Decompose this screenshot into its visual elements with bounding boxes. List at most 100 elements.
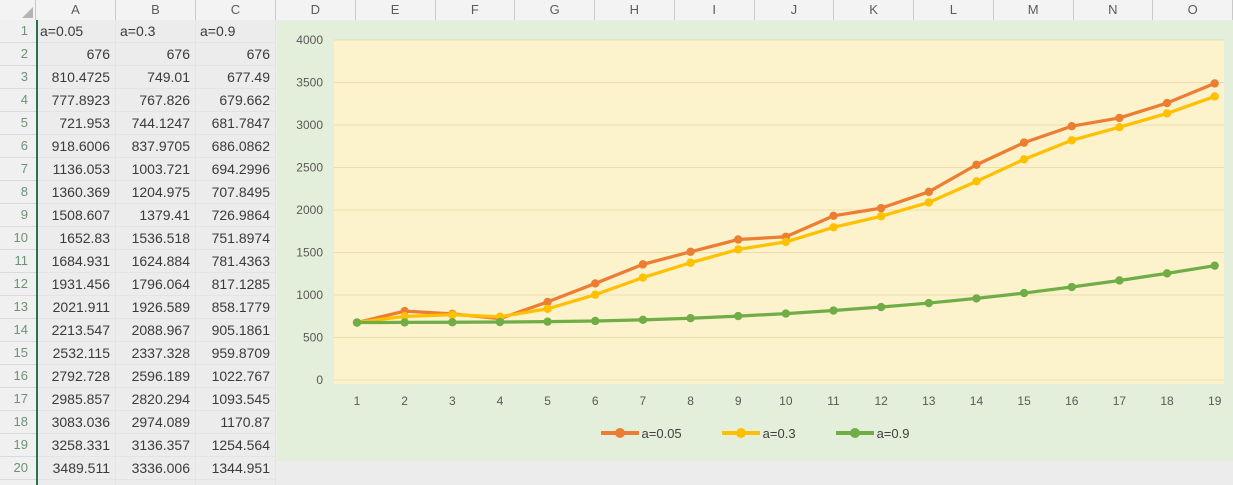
cell-B2[interactable]: 676 [116,43,196,66]
legend-item-a03[interactable]: a=0.3 [721,426,796,441]
column-header-J[interactable]: J [754,0,835,20]
row-header-7[interactable]: 7 [0,158,36,181]
cell-A21[interactable] [36,480,116,485]
cell-B14[interactable]: 2088.967 [116,319,196,342]
cell-C3[interactable]: 677.49 [196,66,276,89]
cell-B21[interactable] [116,480,196,485]
cell-A15[interactable]: 2532.115 [36,342,116,365]
row-header-12[interactable]: 12 [0,273,36,296]
column-header-D[interactable]: D [276,0,356,20]
column-header-C[interactable]: C [196,0,276,20]
cell-A7[interactable]: 1136.053 [36,158,116,181]
column-header-E[interactable]: E [355,0,436,20]
column-header-B[interactable]: B [116,0,196,20]
cell-C2[interactable]: 676 [196,43,276,66]
cell-C16[interactable]: 1022.767 [196,365,276,388]
cell-B10[interactable]: 1536.518 [116,227,196,250]
cell-C15[interactable]: 959.8709 [196,342,276,365]
cell-B7[interactable]: 1003.721 [116,158,196,181]
cell-B19[interactable]: 3136.357 [116,434,196,457]
cell-A12[interactable]: 1931.456 [36,273,116,296]
cell-C7[interactable]: 694.2996 [196,158,276,181]
row-header-20[interactable]: 20 [0,457,36,480]
row-header-13[interactable]: 13 [0,296,36,319]
cell-C13[interactable]: 858.1779 [196,296,276,319]
row-header-5[interactable]: 5 [0,112,36,135]
cell-A20[interactable]: 3489.511 [36,457,116,480]
cell-C8[interactable]: 707.8495 [196,181,276,204]
cell-C1[interactable]: a=0.9 [196,20,276,43]
cell-B18[interactable]: 2974.089 [116,411,196,434]
cell-A4[interactable]: 777.8923 [36,89,116,112]
cell-B17[interactable]: 2820.294 [116,388,196,411]
column-header-I[interactable]: I [674,0,755,20]
cell-A17[interactable]: 2985.857 [36,388,116,411]
cell-C14[interactable]: 905.1861 [196,319,276,342]
chart-legend[interactable]: a=0.05 a=0.3 a=0.9 [277,424,1233,442]
column-header-N[interactable]: N [1073,0,1154,20]
row-header-21[interactable]: 21 [0,480,36,485]
row-header-11[interactable]: 11 [0,250,36,273]
column-header-A[interactable]: A [36,0,116,20]
cell-A13[interactable]: 2021.911 [36,296,116,319]
column-header-L[interactable]: L [914,0,994,20]
cell-B9[interactable]: 1379.41 [116,204,196,227]
column-header-O[interactable]: O [1153,0,1233,20]
cell-B13[interactable]: 1926.589 [116,296,196,319]
cell-C10[interactable]: 751.8974 [196,227,276,250]
column-header-M[interactable]: M [993,0,1074,20]
row-header-15[interactable]: 15 [0,342,36,365]
column-header-G[interactable]: G [515,0,595,20]
row-header-10[interactable]: 10 [0,227,36,250]
cell-B12[interactable]: 1796.064 [116,273,196,296]
cell-B20[interactable]: 3336.006 [116,457,196,480]
chart-object[interactable]: 0 500 1000 1500 2000 2500 3000 3500 4000 1 2 3 4 5 6 7 8… [277,21,1233,461]
row-header-3[interactable]: 3 [0,66,36,89]
row-header-16[interactable]: 16 [0,365,36,388]
cell-B11[interactable]: 1624.884 [116,250,196,273]
cell-A19[interactable]: 3258.331 [36,434,116,457]
cell-A14[interactable]: 2213.547 [36,319,116,342]
cell-A18[interactable]: 3083.036 [36,411,116,434]
cell-A6[interactable]: 918.6006 [36,135,116,158]
cell-C20[interactable]: 1344.951 [196,457,276,480]
cell-B15[interactable]: 2337.328 [116,342,196,365]
cell-C17[interactable]: 1093.545 [196,388,276,411]
cell-B4[interactable]: 767.826 [116,89,196,112]
cell-C5[interactable]: 681.7847 [196,112,276,135]
cell-A9[interactable]: 1508.607 [36,204,116,227]
row-header-8[interactable]: 8 [0,181,36,204]
row-header-18[interactable]: 18 [0,411,36,434]
cell-A10[interactable]: 1652.83 [36,227,116,250]
row-header-19[interactable]: 19 [0,434,36,457]
row-header-14[interactable]: 14 [0,319,36,342]
column-header-H[interactable]: H [595,0,675,20]
cell-B1[interactable]: a=0.3 [116,20,196,43]
cell-C9[interactable]: 726.9864 [196,204,276,227]
row-header-17[interactable]: 17 [0,388,36,411]
column-header-F[interactable]: F [435,0,516,20]
legend-item-a09[interactable]: a=0.9 [835,426,909,441]
cell-B8[interactable]: 1204.975 [116,181,196,204]
cell-B6[interactable]: 837.9705 [116,135,196,158]
row-header-6[interactable]: 6 [0,135,36,158]
cell-A2[interactable]: 676 [36,43,116,66]
cell-C18[interactable]: 1170.87 [196,411,276,434]
cell-C4[interactable]: 679.662 [196,89,276,112]
cell-A16[interactable]: 2792.728 [36,365,116,388]
cell-A5[interactable]: 721.953 [36,112,116,135]
legend-item-a005[interactable]: a=0.05 [600,426,682,441]
cell-C21[interactable] [196,480,276,485]
cell-C12[interactable]: 817.1285 [196,273,276,296]
cell-C11[interactable]: 781.4363 [196,250,276,273]
cell-B16[interactable]: 2596.189 [116,365,196,388]
row-header-1[interactable]: 1 [0,20,36,43]
row-header-2[interactable]: 2 [0,43,36,66]
cell-C6[interactable]: 686.0862 [196,135,276,158]
cell-B3[interactable]: 749.01 [116,66,196,89]
cell-A8[interactable]: 1360.369 [36,181,116,204]
cell-A1[interactable]: a=0.05 [36,20,116,43]
row-header-9[interactable]: 9 [0,204,36,227]
cell-A11[interactable]: 1684.931 [36,250,116,273]
cell-B5[interactable]: 744.1247 [116,112,196,135]
